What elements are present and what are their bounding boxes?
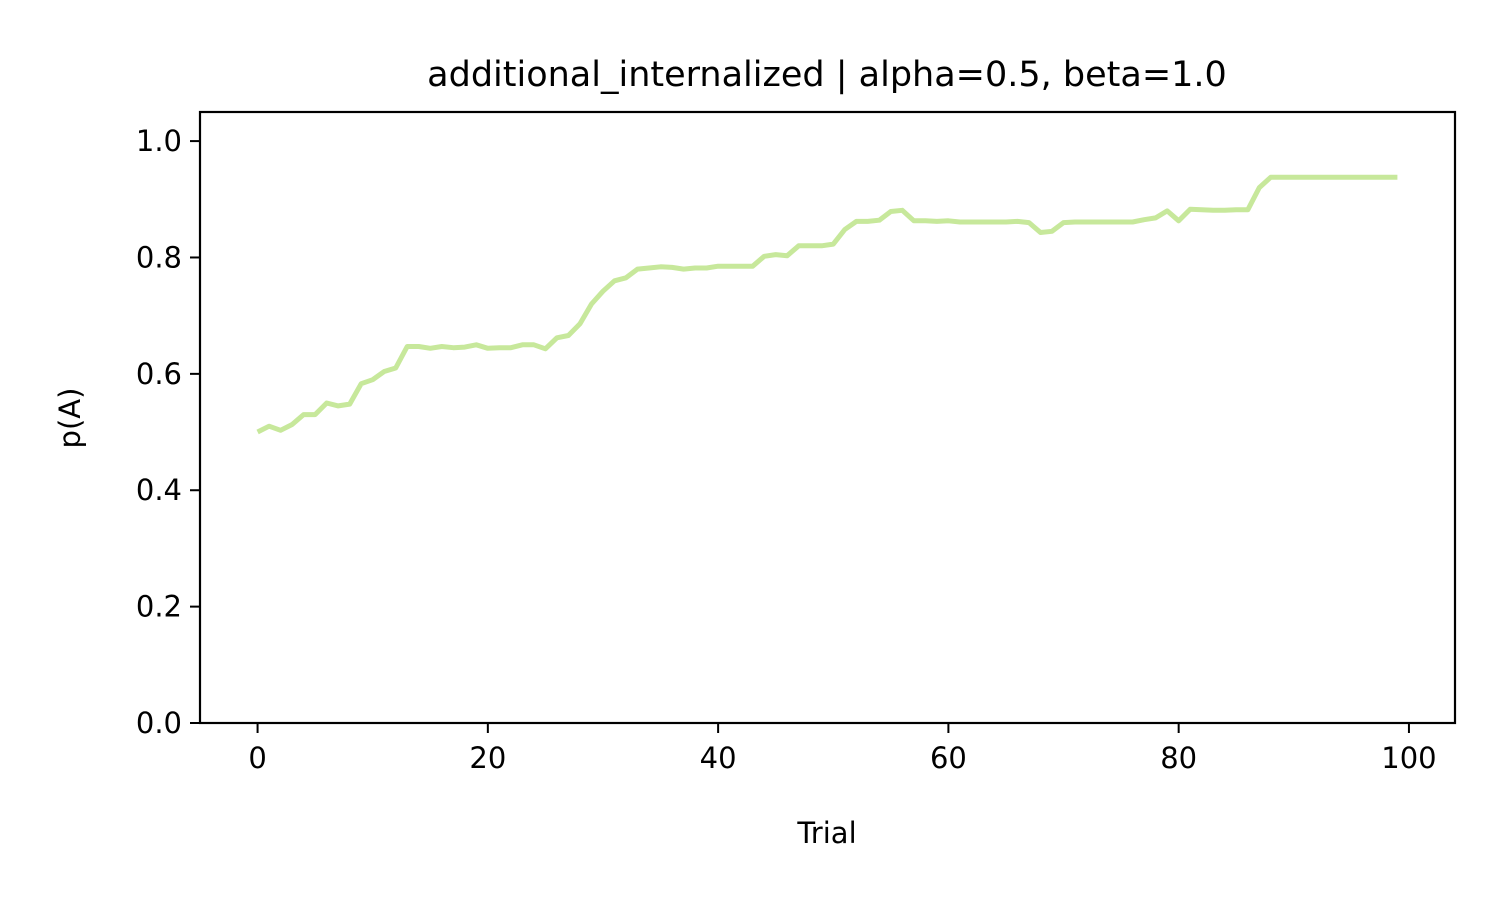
y-tick-label: 0.8	[136, 240, 182, 274]
y-axis-label: p(A)	[53, 388, 87, 449]
y-tick-label: 0.0	[136, 706, 182, 740]
x-tick-label: 20	[469, 741, 506, 775]
x-tick-label: 40	[700, 741, 737, 775]
y-tick-label: 0.6	[136, 357, 182, 391]
x-axis: 0 20 40 60 80 100	[248, 723, 1437, 775]
x-tick-label: 60	[930, 741, 967, 775]
plot-frame	[198, 110, 1457, 725]
x-tick-label: 100	[1381, 741, 1436, 775]
x-tick-label: 80	[1160, 741, 1197, 775]
y-tick-label: 1.0	[136, 124, 182, 158]
y-tick-label: 0.2	[136, 590, 182, 624]
chart-title: additional_internalized | alpha=0.5, bet…	[427, 55, 1227, 95]
plot-area	[256, 174, 1398, 435]
series-line-0	[256, 174, 1398, 435]
x-axis-label: Trial	[796, 816, 856, 850]
x-tick-label: 0	[248, 741, 266, 775]
y-tick-label: 0.4	[136, 473, 182, 507]
y-axis: 0.0 0.2 0.4 0.6 0.8 1.0	[136, 124, 200, 740]
